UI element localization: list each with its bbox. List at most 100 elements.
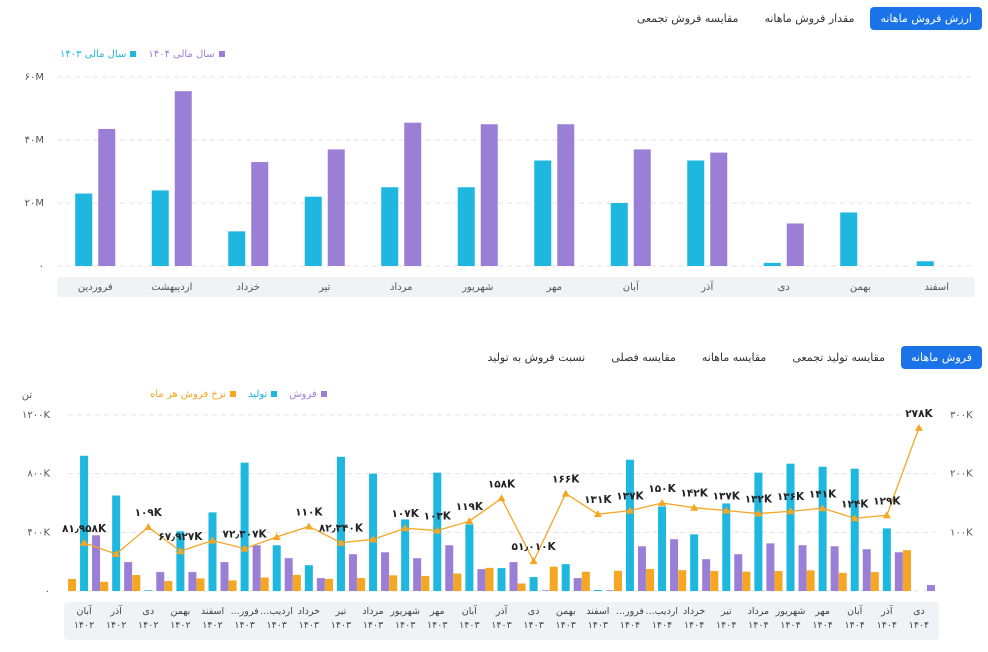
line-marker [112,550,121,558]
bar [798,545,807,591]
bar [381,552,390,591]
bar [926,584,935,591]
tab[interactable]: مقایسه فروش تجمعی [636,12,739,25]
bar [561,564,570,591]
line-marker [561,489,570,497]
line-marker [80,538,89,546]
bar [625,459,634,591]
legend-label: فروش [289,389,317,400]
bar [228,580,237,591]
value-label: ۲۷۸K [905,408,933,420]
line-marker [754,509,763,517]
bar [902,550,911,591]
bar [251,162,269,266]
bar [389,575,398,591]
bar [742,571,751,591]
line-marker [850,514,859,522]
bar [316,578,325,591]
bar [786,463,795,591]
line-marker [304,522,313,530]
bar [100,581,109,591]
bar [112,495,121,591]
tab[interactable]: مقدار فروش ماهانه [764,12,855,25]
x-tick-label: اردیب... ۱۴۰۴ [645,606,679,631]
tab[interactable]: مقایسه فصلی [611,351,676,364]
x-tick-label: خرداد ۱۴۰۳ [297,606,320,631]
tab[interactable]: ارزش فروش ماهانه [870,7,982,30]
bar [220,562,229,591]
bar [196,578,205,591]
bar [421,575,430,591]
y-tick-label: ۱۲۰۰K [22,410,50,421]
line-marker [272,533,281,541]
value-label: ۱۵۸K [488,478,516,490]
value-label: ۱۱۹K [456,501,484,513]
bar [830,546,839,591]
bar [670,539,679,591]
line-marker [818,504,827,512]
bar [272,545,281,591]
bar [292,574,301,591]
bar [637,546,646,591]
bar [534,160,552,266]
line-marker [593,510,602,518]
x-tick-label: بهمن ۱۴۰۲ [170,606,191,631]
line-marker [690,503,699,511]
bar [369,473,378,591]
bar [862,549,871,591]
x-tick-label: دی ۱۴۰۲ [138,606,159,631]
bar [658,506,667,591]
value-label: ۱۰۹K [135,507,163,519]
bar [541,590,550,591]
tab[interactable]: نسبت فروش به تولید [487,351,586,364]
bar [573,578,582,591]
value-label: ۱۲۹K [873,495,901,507]
x-tick-label: فروردین [78,282,113,293]
x-tick-label: آذر ۱۴۰۳ [491,606,512,631]
bar [710,152,728,266]
bar [174,91,192,266]
bar [176,531,185,591]
bar [457,187,475,266]
bar [786,223,804,266]
bar [80,455,89,591]
value-label: ۱۶۶K [552,474,580,486]
x-tick-label: دی ۱۴۰۴ [908,606,930,631]
value-label: ۱۵۰K [648,483,676,495]
x-label-band [57,277,975,297]
y-tick-label: ۸۰۰K [27,469,50,480]
tab-bar: ارزش فروش ماهانه مقدار فروش ماهانه مقایسه … [627,7,982,30]
bar [68,578,77,591]
legend-swatch [218,51,225,57]
y-tick-label: ۰ [45,586,50,597]
bar [894,552,903,591]
x-tick-label: مهر ۱۴۰۳ [427,606,448,631]
bar [581,571,590,591]
bar [304,196,322,266]
tab[interactable]: مقایسه تولید تجمعی [792,351,886,364]
x-tick-label: آذر ۱۴۰۴ [876,606,898,631]
tab[interactable]: فروش ماهانه [901,346,982,369]
bar [453,573,462,591]
y-tick-label: ۶۰M [25,72,44,83]
x-tick-label: خرداد ۱۴۰۴ [683,606,706,631]
tab[interactable]: مقایسه ماهانه [701,351,767,364]
value-label: ۸۱٫۹۵۸K [62,523,107,535]
y2-tick-label: ۱۰۰K [950,527,973,538]
x-tick-label: شهریور ۱۴۰۳ [390,606,421,631]
x-tick-label: آذر ۱۴۰۲ [105,606,127,631]
value-label: ۵۱٫۰۱۰K [512,541,557,553]
legend-swatch [230,391,237,397]
bar [806,570,815,591]
bar [549,566,558,591]
bar [164,581,173,591]
bar [151,190,169,266]
bar [228,231,246,266]
x-tick-label: شهریور [461,282,493,293]
legend: سال مالی ۱۴۰۴ سال مالی ۱۴۰۳ [60,49,225,60]
value-label: ۱۲۴K [841,498,869,510]
bar [497,568,506,591]
bar [144,590,153,591]
bar [882,528,891,591]
x-tick-label: خرداد [237,282,260,293]
